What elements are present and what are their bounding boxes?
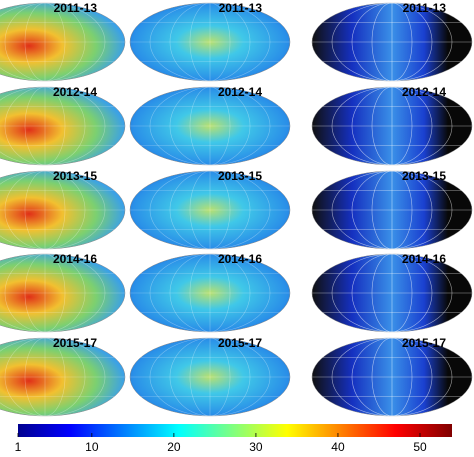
panel-label: 2011-13 (219, 1, 263, 15)
panel-label: 2014-16 (218, 252, 262, 266)
sky-map: 2012-14 (129, 85, 291, 166)
meridian (0, 337, 106, 417)
panel-label: 2015-17 (53, 336, 97, 350)
meridian (24, 86, 66, 166)
sky-map: 2014-16 (0, 252, 126, 333)
sky-map: 2013-15 (129, 169, 291, 250)
panel-label: 2013-15 (218, 169, 262, 183)
colorbar-tick-label: 1 (15, 440, 22, 454)
map-ellipse (129, 170, 291, 250)
sky-map: 2011-13 (311, 1, 473, 82)
meridian (149, 86, 271, 166)
sky-map: 2015-17 (129, 336, 291, 417)
sky-maps: 2011-13 2011-13 2011-13 2012-14 2012-14 2012-… (0, 1, 473, 417)
meridian (4, 170, 86, 250)
meridian (0, 170, 106, 250)
meridian (4, 2, 86, 82)
map-ellipse (129, 2, 291, 82)
panel-label: 2015-17 (218, 336, 262, 350)
meridian (189, 170, 231, 250)
sky-map: 2012-14 (0, 85, 126, 166)
panel-label: 2012-14 (402, 85, 446, 99)
meridian (0, 253, 106, 333)
sky-map: 2011-13 (129, 1, 291, 82)
colorbar-ticks: 1 10 20 30 40 50 (15, 433, 427, 454)
map-ellipse (0, 253, 126, 333)
colorbar-tick-label: 50 (413, 440, 427, 454)
colorbar (18, 424, 452, 437)
map-ellipse (0, 86, 126, 166)
sky-map: 2013-15 (0, 169, 126, 250)
panel-label: 2013-15 (53, 169, 97, 183)
panel-label: 2011-13 (54, 1, 98, 15)
sky-map: 2011-13 (0, 1, 126, 82)
meridian (149, 337, 271, 417)
map-ellipse (129, 86, 291, 166)
meridian (169, 253, 251, 333)
meridian (149, 170, 271, 250)
meridian (189, 86, 231, 166)
colorbar-tick-label: 40 (331, 440, 345, 454)
map-ellipse (0, 2, 126, 82)
sky-map: 2014-16 (311, 252, 473, 333)
panel-label: 2011-13 (403, 1, 447, 15)
panel-label: 2014-16 (53, 252, 97, 266)
meridian (24, 253, 66, 333)
sky-map: 2014-16 (129, 252, 291, 333)
panel-label: 2014-16 (402, 252, 446, 266)
sky-map: 2012-14 (311, 85, 473, 166)
meridian (169, 170, 251, 250)
meridian (4, 253, 86, 333)
panel-label: 2015-17 (402, 336, 446, 350)
colorbar-tick-label: 30 (249, 440, 263, 454)
panel-label: 2013-15 (402, 169, 446, 183)
meridian (169, 86, 251, 166)
meridian (24, 170, 66, 250)
panel-label: 2012-14 (53, 85, 97, 99)
colorbar-tick-label: 20 (167, 440, 181, 454)
colorbar-tick-label: 10 (85, 440, 99, 454)
panel-label: 2012-14 (218, 85, 262, 99)
meridian (149, 2, 271, 82)
meridian (24, 2, 66, 82)
meridian (4, 337, 86, 417)
meridian (189, 337, 231, 417)
meridian (24, 337, 66, 417)
meridian (0, 2, 106, 82)
sky-map: 2015-17 (311, 336, 473, 417)
map-ellipse (129, 253, 291, 333)
meridian (189, 253, 231, 333)
meridian (149, 253, 271, 333)
meridian (169, 337, 251, 417)
meridian (189, 2, 231, 82)
meridian (4, 86, 86, 166)
map-ellipse (0, 337, 126, 417)
sky-map: 2013-15 (311, 169, 473, 250)
meridian (169, 2, 251, 82)
meridian (0, 86, 106, 166)
map-ellipse (129, 337, 291, 417)
map-ellipse (0, 170, 126, 250)
sky-map: 2015-17 (0, 336, 126, 417)
